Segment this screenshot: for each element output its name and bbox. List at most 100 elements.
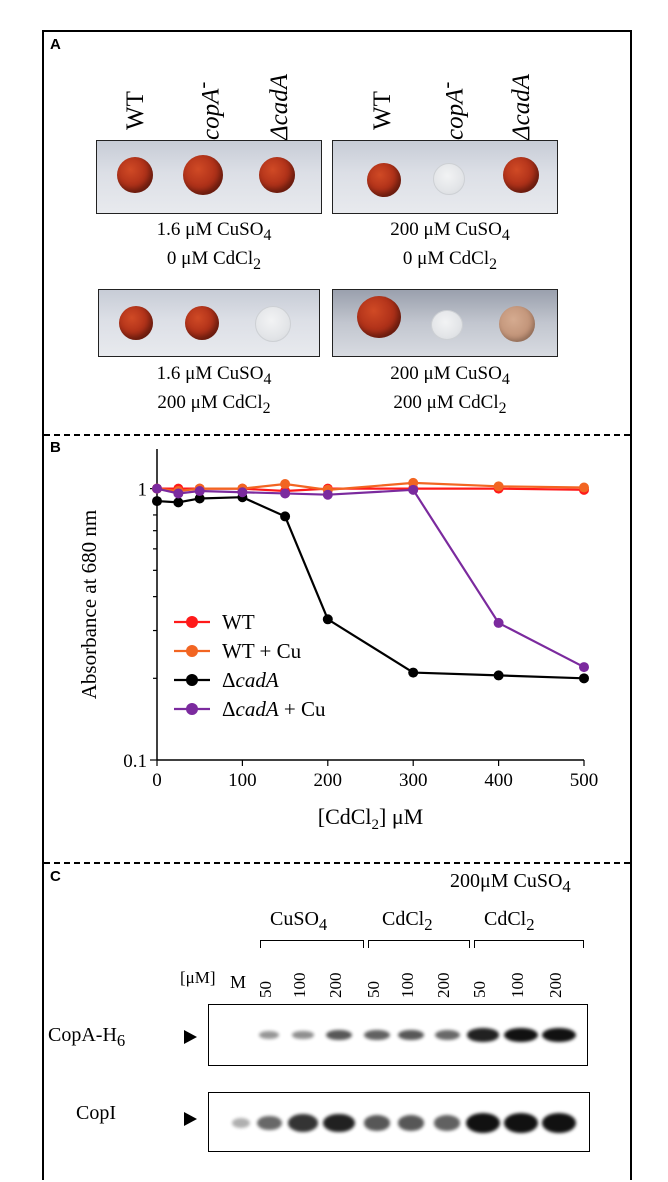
lane-label: 100 (290, 972, 309, 999)
bracket-cuso4 (260, 940, 364, 948)
blot-band (504, 1028, 538, 1042)
x-axis-label: [CdCl2] μM (318, 804, 423, 832)
x-tick-label: 400 (484, 770, 512, 791)
blot-band (325, 1029, 353, 1041)
y-tick-label: 0.1 (123, 751, 147, 772)
blot-band (364, 1029, 390, 1041)
data-point (493, 617, 504, 628)
blot-label-copa: CopA-H6 (48, 1024, 126, 1050)
western-blot-copi (208, 1092, 590, 1152)
spot-cada (255, 306, 291, 342)
data-point (579, 662, 589, 673)
blot-band (258, 1030, 280, 1040)
data-point (152, 483, 162, 494)
lane-label: 50 (470, 981, 489, 998)
data-point (280, 479, 291, 490)
spot-cada (259, 157, 295, 193)
divider-bc (44, 862, 630, 864)
spot-copa (185, 306, 219, 340)
data-point (408, 667, 419, 678)
panel-a-letter: A (50, 36, 61, 53)
concentration-label: [μM] (180, 968, 216, 987)
lane-label: 100 (398, 972, 417, 999)
spot-cada (499, 306, 535, 342)
blot-band (232, 1117, 250, 1129)
blot-band (287, 1114, 319, 1132)
data-point (493, 481, 504, 492)
blot-band (466, 1028, 500, 1042)
lane-label: 50 (364, 981, 383, 998)
legend-label: WT (222, 610, 255, 634)
y-axis-label: Absorbance at 680 nm (77, 510, 101, 700)
panel-b-letter: B (50, 439, 61, 456)
lane-label: 100 (508, 972, 527, 999)
condition-4: 200 μM CuSO4 200 μM CdCl2 (390, 363, 510, 417)
group-label-cuso4: CuSO4 (270, 908, 328, 934)
condition-3: 1.6 μM CuSO4 200 μM CdCl2 (156, 363, 272, 417)
legend-label: ΔcadA + Cu (222, 697, 326, 721)
x-tick-label: 500 (570, 770, 599, 791)
x-tick-label: 200 (314, 770, 343, 791)
y-tick-label: 1 (138, 480, 148, 501)
bracket-combined (474, 940, 584, 948)
data-point (322, 614, 333, 625)
blot-band (434, 1115, 460, 1131)
data-point (237, 487, 248, 498)
blot-label-copi: CopI (76, 1102, 116, 1124)
plate-3 (98, 289, 320, 357)
legend-marker (186, 674, 198, 686)
spot-copa (431, 310, 463, 340)
spot-wt (119, 306, 153, 340)
legend-marker (186, 703, 198, 715)
data-point (408, 477, 419, 488)
spot-copa (183, 155, 223, 195)
plate-1 (96, 140, 322, 214)
absorbance-chart: 0.1 1 0 100 200 300 400 500 Absorbance at 680 nm… (77, 449, 599, 832)
data-point (579, 673, 589, 684)
arrowhead-copi (184, 1112, 197, 1126)
legend-marker (186, 616, 198, 628)
marker-lane-label: M (230, 972, 247, 992)
western-blot-copa (208, 1004, 588, 1066)
blot-band (434, 1029, 460, 1041)
blot-band (504, 1113, 538, 1133)
data-point (173, 497, 184, 508)
blot-band (256, 1115, 282, 1131)
data-point (280, 511, 291, 522)
blot-band (542, 1113, 576, 1133)
header-cuso4-200: 200μM CuSO4 (450, 870, 571, 896)
data-point (280, 488, 291, 499)
panel-c-letter: C (50, 868, 61, 885)
blot-band (322, 1113, 356, 1133)
spot-wt (367, 163, 401, 197)
lane-label: 200 (434, 972, 453, 999)
blot-band (397, 1115, 425, 1131)
group-label-cdcl2: CdCl2 (382, 908, 433, 934)
x-tick-label: 100 (228, 770, 257, 791)
condition-2: 200 μM CuSO4 0 μM CdCl2 (390, 219, 510, 273)
legend-marker (186, 645, 198, 657)
arrowhead-copa (184, 1030, 197, 1044)
spot-wt (117, 157, 153, 193)
data-point (173, 488, 184, 499)
spot-cada (503, 157, 539, 193)
lane-label: 200 (326, 972, 345, 999)
lane-label: 200 (546, 972, 565, 999)
plate-4 (332, 289, 558, 357)
blot-band (542, 1028, 576, 1042)
data-point (194, 486, 205, 497)
data-point (194, 493, 205, 504)
data-point (579, 482, 589, 493)
plate-2 (332, 140, 558, 214)
data-point (322, 489, 333, 500)
blot-band (292, 1030, 314, 1040)
spot-wt (357, 296, 401, 338)
blot-band (466, 1113, 500, 1133)
lane-label: 50 (256, 981, 275, 998)
legend-label: ΔcadA (222, 668, 279, 692)
data-point (408, 484, 419, 495)
figure-frame: A WT copA- ΔcadA WT copA- ΔcadA 1.6 μM C… (42, 30, 632, 1180)
spot-copa (433, 163, 465, 195)
condition-1: 1.6 μM CuSO4 0 μM CdCl2 (156, 219, 272, 273)
x-tick-label: 0 (152, 770, 162, 791)
